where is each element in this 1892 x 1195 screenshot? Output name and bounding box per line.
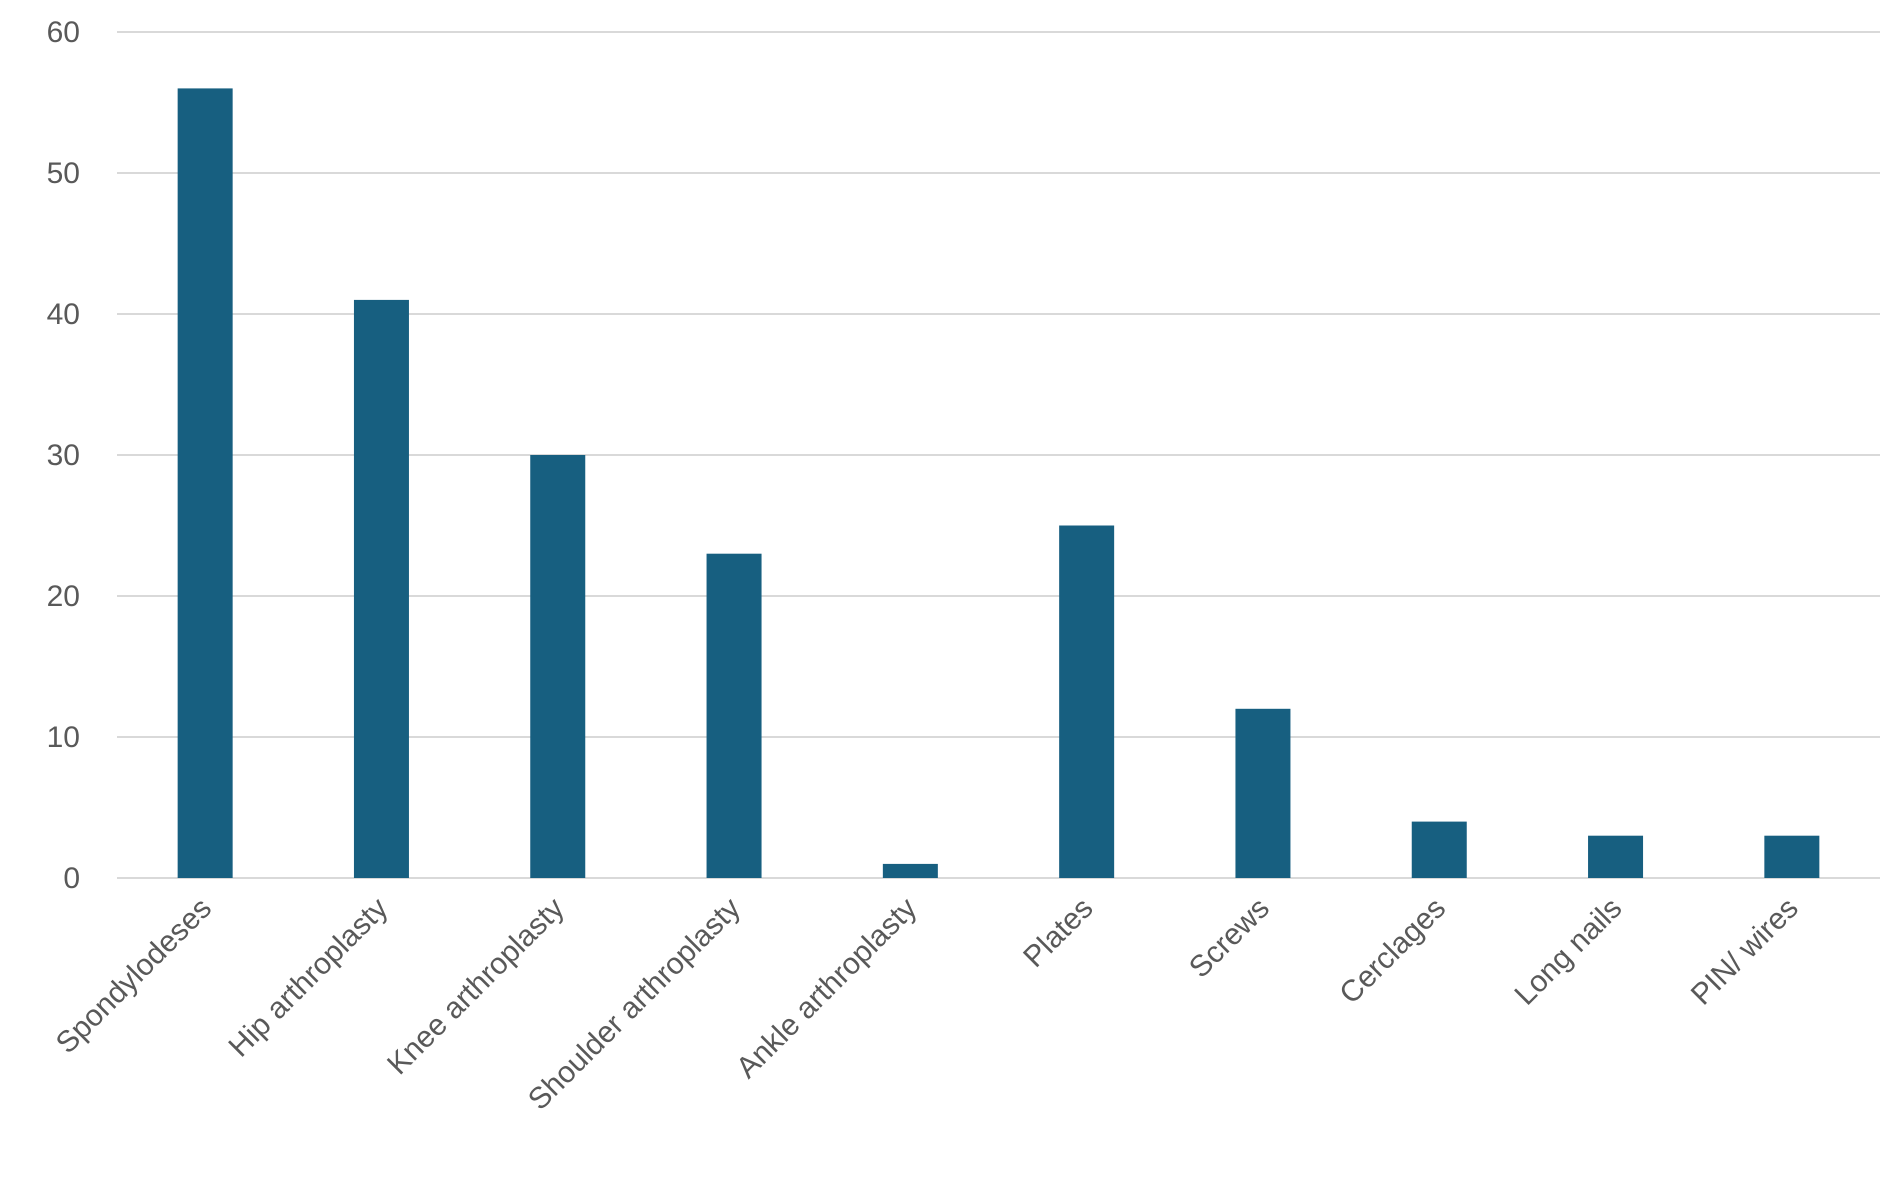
bar — [177, 88, 233, 878]
y-tick-label: 20 — [47, 580, 80, 613]
bar — [1588, 835, 1644, 878]
bar — [353, 299, 409, 878]
bar — [1764, 835, 1820, 878]
x-tick-label: Cerclages — [1333, 892, 1452, 1011]
bar — [1059, 525, 1115, 878]
bar — [1411, 821, 1467, 878]
x-tick-label: Ankle arthroplasty — [730, 892, 923, 1085]
grid — [117, 31, 1880, 879]
x-tick-label: Plates — [1017, 892, 1099, 974]
y-axis: 0 10 20 30 40 50 60 — [47, 16, 80, 895]
bar — [530, 455, 586, 878]
x-tick-label: Hip arthroplasty — [223, 892, 395, 1064]
x-tick-label: Screws — [1183, 892, 1276, 985]
x-tick-label: PIN/ wires — [1685, 892, 1805, 1012]
x-tick-label: Spondylodeses — [50, 892, 218, 1060]
y-tick-label: 50 — [47, 157, 80, 190]
x-tick-label: Knee arthroplasty — [381, 892, 571, 1082]
bar — [882, 863, 938, 878]
y-tick-label: 0 — [63, 862, 80, 895]
y-tick-label: 10 — [47, 721, 80, 754]
y-tick-label: 30 — [47, 439, 80, 472]
y-tick-label: 60 — [47, 16, 80, 49]
bar — [706, 553, 762, 878]
bar — [1235, 708, 1291, 878]
bars — [177, 88, 1820, 878]
x-tick-label: Long nails — [1508, 892, 1628, 1012]
y-tick-label: 40 — [47, 298, 80, 331]
